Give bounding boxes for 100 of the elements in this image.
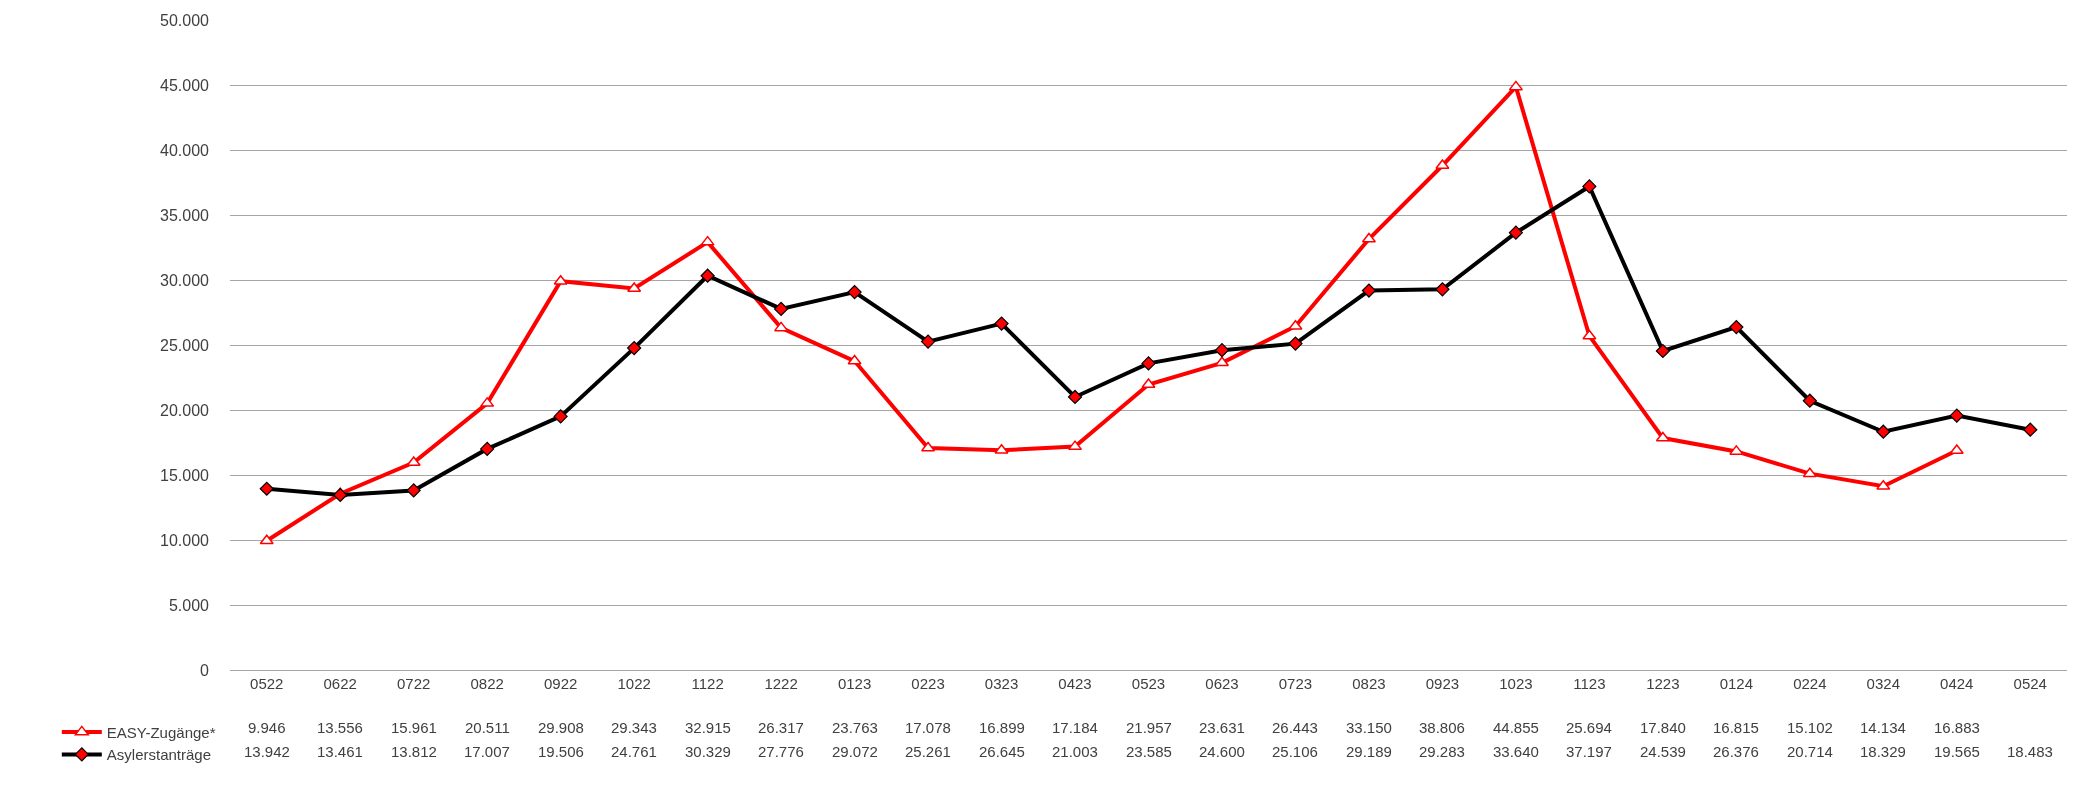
data-label: 38.806 <box>1419 719 1465 736</box>
data-label: 19.506 <box>538 743 584 760</box>
y-tick-label: 5.000 <box>168 596 210 614</box>
point <box>406 456 421 467</box>
point <box>2023 422 2038 437</box>
data-label: 20.511 <box>465 719 510 736</box>
point <box>1729 320 1744 335</box>
data-label: 23.631 <box>1199 719 1245 736</box>
data-label: 16.883 <box>1934 719 1980 736</box>
data-label: 13.942 <box>244 743 290 760</box>
x-tick-label: 0424 <box>1940 675 1974 693</box>
data-label: 14.134 <box>1860 719 1906 736</box>
point <box>1435 159 1450 170</box>
x-tick-label: 0224 <box>1793 675 1827 693</box>
data-label: 29.283 <box>1419 743 1465 760</box>
y-tick-label: 0 <box>200 661 210 679</box>
point <box>1361 283 1377 298</box>
data-label: 23.763 <box>832 719 878 736</box>
y-tick-label: 20.000 <box>160 401 210 419</box>
data-label: 26.645 <box>979 743 1025 760</box>
x-tick-label: 0124 <box>1719 675 1754 693</box>
data-label: 16.899 <box>979 719 1025 736</box>
point <box>1949 408 1964 423</box>
data-label: 26.376 <box>1713 743 1759 760</box>
data-label: 16.815 <box>1713 719 1759 736</box>
data-label: 32.915 <box>685 719 731 736</box>
point <box>627 282 642 293</box>
point <box>700 235 715 246</box>
x-tick-label: 0524 <box>2013 675 2047 693</box>
x-tick-label: 1223 <box>1646 675 1680 693</box>
point <box>553 409 568 424</box>
point <box>333 487 348 503</box>
data-label: 18.483 <box>2007 743 2053 760</box>
point <box>1141 378 1156 389</box>
data-label: 29.072 <box>832 743 878 760</box>
data-label: 29.908 <box>538 719 584 736</box>
x-tick-label: 1023 <box>1499 675 1533 693</box>
data-label: 29.189 <box>1346 743 1392 760</box>
point <box>1582 329 1597 340</box>
x-tick-label: 0922 <box>543 675 578 693</box>
y-tick-label: 45.000 <box>160 76 210 94</box>
data-label: 21.957 <box>1126 719 1172 736</box>
point <box>1214 343 1230 358</box>
data-label: 25.694 <box>1566 719 1612 736</box>
data-label: 24.761 <box>611 743 657 760</box>
legend-label: Asylerstanträge <box>106 746 212 764</box>
data-label: 18.329 <box>1860 743 1906 760</box>
x-tick-label: 0123 <box>837 675 872 693</box>
point <box>1067 389 1083 405</box>
point <box>406 483 421 498</box>
data-label: 24.539 <box>1640 743 1686 760</box>
point <box>1655 431 1670 442</box>
y-tick-label: 35.000 <box>160 206 210 224</box>
point <box>1802 393 1817 408</box>
data-label: 24.600 <box>1199 743 1245 760</box>
point <box>1949 444 1964 455</box>
data-label: 20.714 <box>1787 743 1833 760</box>
data-label: 15.961 <box>391 719 437 736</box>
point <box>553 274 568 285</box>
data-label: 26.317 <box>758 719 804 736</box>
x-tick-label: 1222 <box>764 675 798 693</box>
point <box>480 441 495 457</box>
data-label: 13.461 <box>317 743 363 760</box>
x-tick-label: 0223 <box>911 675 945 693</box>
x-tick-label: 1123 <box>1573 675 1606 693</box>
y-tick-label: 10.000 <box>160 531 210 549</box>
point <box>1288 336 1303 351</box>
point <box>259 534 274 545</box>
data-label: 37.197 <box>1566 743 1612 760</box>
point <box>1655 343 1670 359</box>
x-tick-label: 0522 <box>250 675 284 693</box>
point <box>994 316 1009 331</box>
data-label: 21.003 <box>1052 743 1098 760</box>
x-tick-label: 0723 <box>1278 675 1313 693</box>
point <box>847 354 862 365</box>
data-label: 44.855 <box>1493 719 1539 736</box>
y-tick-label: 40.000 <box>160 141 210 159</box>
data-label: 13.556 <box>317 719 363 736</box>
data-label: 23.585 <box>1126 743 1172 760</box>
data-label: 30.329 <box>685 743 731 760</box>
x-tick-label: 0823 <box>1352 675 1386 693</box>
x-tick-label: 1022 <box>617 675 651 693</box>
x-tick-label: 0822 <box>470 675 504 693</box>
data-label: 33.640 <box>1493 743 1539 760</box>
y-tick-label: 15.000 <box>160 466 210 484</box>
legend-label: EASY-Zugänge* <box>106 723 216 741</box>
point <box>259 481 274 496</box>
y-tick-label: 30.000 <box>160 271 210 289</box>
data-label: 15.102 <box>1787 719 1833 736</box>
data-label: 33.150 <box>1346 719 1392 736</box>
data-label: 25.106 <box>1272 743 1318 760</box>
point <box>920 334 936 349</box>
point <box>774 301 789 317</box>
point <box>1288 319 1303 330</box>
data-label: 17.078 <box>905 719 951 736</box>
data-label: 25.261 <box>905 743 951 760</box>
point <box>1802 467 1817 478</box>
point <box>774 321 789 332</box>
x-tick-label: 0722 <box>397 675 431 693</box>
data-label: 27.776 <box>758 743 804 760</box>
